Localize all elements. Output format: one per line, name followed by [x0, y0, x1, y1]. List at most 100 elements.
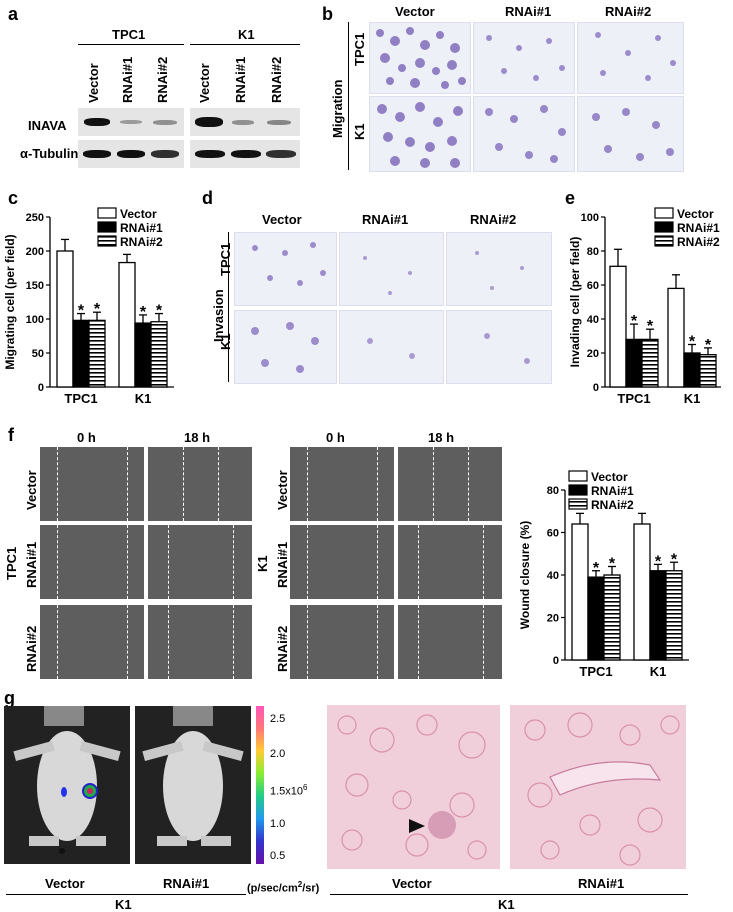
scale-unit-sup: 2: [297, 880, 303, 889]
micrograph-migration-k1-rnai2: [577, 96, 684, 172]
wound-edge-line: [307, 605, 308, 679]
significance-star: *: [593, 560, 600, 577]
y-tick-label: 40: [587, 314, 599, 326]
blot-band: [151, 150, 179, 158]
significance-star: *: [705, 337, 712, 354]
scale-tick: 1.0: [270, 818, 286, 830]
y-tick-label: 80: [547, 485, 559, 497]
bar-rnai1: [683, 352, 701, 388]
cells-image: [485, 105, 566, 163]
wound-edge-line: [377, 447, 378, 521]
scale-tick: 2.5: [270, 713, 286, 725]
wound-edge-line: [182, 447, 184, 521]
bar-vector: [56, 250, 74, 388]
y-tick-label: 40: [547, 570, 559, 582]
row-label: RNAi#1: [275, 541, 290, 588]
significance-star: *: [78, 303, 85, 320]
cells-image: [486, 35, 565, 81]
row-label: TPC1: [352, 32, 367, 66]
wound-image: [398, 447, 502, 521]
col-label: Vector: [262, 212, 302, 227]
legend-label: RNAi#1: [591, 484, 634, 498]
chart-wound: 0 20 40 60 80 Wound closure (%) * * TPC1 * * K1 Vect…: [518, 470, 689, 679]
blot-band: [83, 150, 111, 158]
micrograph-migration-tpc1-vector: [369, 22, 471, 94]
row-label: RNAi#1: [24, 541, 39, 588]
luminescence-colorbar: [256, 706, 264, 864]
scale-tick: 2.0: [270, 748, 286, 760]
significance-star: *: [647, 318, 654, 335]
micrograph-invasion-tpc1-rnai1: [339, 232, 444, 306]
col-label: RNAi#2: [470, 212, 517, 227]
cells-image: [595, 32, 676, 81]
legend-swatch: [97, 207, 117, 219]
col-label: RNAi#1: [362, 212, 409, 227]
wound-edge-line: [57, 447, 58, 521]
side-label-migration: Migration: [330, 79, 345, 139]
scale-unit: (p/sec/cm2/sr): [247, 880, 319, 895]
x-tick-label: K1: [684, 391, 701, 406]
x-tick-label: TPC1: [617, 391, 650, 406]
time-label: 18 h: [184, 430, 211, 445]
group-line-k1: [190, 44, 300, 45]
y-tick-label: 250: [26, 212, 44, 224]
legend-label: RNAi#2: [591, 498, 634, 512]
significance-star: *: [156, 303, 163, 320]
cells-image: [376, 27, 466, 89]
x-tick-label: TPC1: [579, 664, 612, 679]
panel-label-e: e: [565, 188, 576, 208]
cell-label-tpc1: TPC1: [4, 546, 19, 580]
wound-edge-line: [307, 447, 308, 521]
panel-label-f: f: [8, 425, 14, 445]
y-tick-label: 150: [26, 280, 44, 292]
bar-rnai2: [699, 354, 717, 388]
blot-band: [231, 150, 261, 158]
bar-vector: [609, 265, 627, 388]
wound-edge-line: [127, 605, 128, 679]
mouse-label: RNAi#1: [163, 876, 210, 891]
col-label: RNAi#1: [505, 4, 552, 19]
blot-band: [153, 120, 177, 125]
wound-edge-line: [377, 605, 378, 679]
significance-star: *: [140, 304, 147, 321]
cell-label-k1: K1: [255, 555, 270, 572]
histology-rnai1: [510, 705, 686, 869]
legend-label: Vector: [677, 207, 714, 221]
bar-rnai1: [72, 319, 90, 388]
lane-label: RNAi#1: [120, 56, 135, 103]
bar-rnai2: [641, 338, 659, 388]
legend-label: RNAi#1: [120, 221, 163, 235]
col-label: Vector: [395, 4, 435, 19]
row-label: RNAi#2: [275, 625, 290, 672]
cells-image: [377, 102, 463, 168]
micrograph-invasion-tpc1-vector: [234, 232, 337, 306]
group-line-k1-histo: [330, 894, 688, 895]
histology-vector: [327, 705, 500, 869]
legend-swatch: [97, 235, 117, 247]
micrograph-invasion-tpc1-rnai2: [446, 232, 552, 306]
wound-edge-line: [232, 605, 234, 679]
blot-band: [195, 150, 225, 158]
wound-image: [148, 525, 252, 599]
wound-image: [398, 605, 502, 679]
bar-rnai1: [587, 576, 605, 661]
row-label: TPC1: [218, 242, 233, 276]
wound-image: [40, 447, 144, 521]
cells-image: [484, 333, 530, 364]
panel-label-a: a: [8, 4, 19, 24]
bar-vector: [571, 523, 589, 661]
group-label-k1: K1: [238, 27, 255, 42]
legend-swatch: [568, 470, 588, 482]
wound-edge-line: [57, 525, 58, 599]
significance-star: *: [631, 313, 638, 330]
bar-rnai1: [134, 322, 152, 388]
micrograph-invasion-k1-rnai2: [446, 310, 552, 384]
micrograph-migration-tpc1-rnai2: [577, 22, 684, 94]
cells-image: [252, 242, 326, 286]
cells-image: [363, 256, 412, 295]
wound-edge-line: [307, 525, 308, 599]
significance-star: *: [609, 556, 616, 573]
panel-label-g: g: [4, 688, 15, 708]
y-tick-label: 60: [547, 528, 559, 540]
lane-label: RNAi#2: [269, 56, 284, 103]
